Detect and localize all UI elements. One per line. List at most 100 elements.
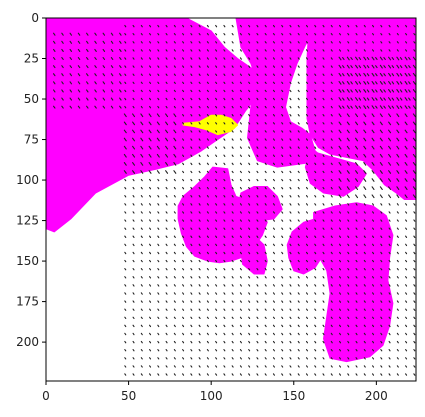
vector-arrow-597 [297, 154, 300, 157]
vector-arrow-1703 [358, 81, 362, 85]
vector-arrow-181 [132, 65, 135, 68]
vector-arrow-495 [346, 129, 350, 134]
vector-arrow-459 [346, 121, 350, 126]
vector-arrow-573 [396, 145, 400, 150]
vector-arrow-535 [379, 137, 383, 142]
vector-arrow-194 [239, 65, 242, 68]
vector-arrow-615 [148, 162, 152, 166]
vector-arrow-1717 [399, 89, 403, 93]
vector-arrow-1687 [375, 65, 378, 69]
vector-arrow-1682 [408, 56, 411, 61]
vector-arrow-345 [297, 97, 300, 101]
vector-arrow-1468 [355, 349, 358, 352]
vector-arrow-1480 [157, 357, 160, 360]
vector-arrow-152 [190, 57, 193, 60]
vector-arrow-750 [371, 186, 375, 190]
vector-arrow-1246 [305, 300, 309, 303]
vector-arrow-756 [124, 195, 127, 198]
vector-arrow-1352 [289, 324, 292, 328]
vector-arrow-1291 [380, 308, 383, 311]
vector-arrow-367 [182, 105, 185, 109]
vector-arrow-926 [338, 227, 342, 230]
vector-arrow-304 [256, 89, 259, 93]
vector-arrow-387 [346, 105, 350, 109]
vector-arrow-1174 [305, 284, 309, 287]
vector-arrow-137 [363, 49, 366, 52]
vector-arrow-1186 [405, 284, 408, 287]
vector-arrow-1449 [198, 349, 201, 352]
vector-arrow-729 [198, 186, 201, 190]
vector-arrow-700 [256, 178, 259, 182]
vector-arrow-857 [363, 211, 366, 214]
vector-arrow-1733 [383, 105, 386, 109]
vector-arrow-799 [182, 203, 185, 206]
vector-arrow-884 [289, 219, 292, 222]
vector-arrow-392 [388, 105, 392, 109]
vector-arrow-1588 [86, 32, 89, 36]
vector-arrow-1045 [132, 259, 135, 263]
vector-arrow-1537 [330, 365, 333, 368]
vector-arrow-174 [371, 56, 375, 61]
vector-arrow-542 [140, 145, 144, 150]
vector-arrow-595 [281, 154, 284, 157]
vector-arrow-931 [380, 227, 383, 230]
vector-arrow-255 [149, 81, 152, 85]
vector-arrow-318 [371, 89, 375, 93]
vector-arrow-1679 [383, 56, 386, 61]
vector-arrow-336 [223, 97, 226, 101]
vector-arrow-1193 [165, 292, 168, 295]
vector-arrow-1666 [61, 105, 64, 109]
vector-arrow-612 [123, 162, 127, 166]
vector-arrow-652 [156, 170, 160, 174]
vector-arrow-245 [363, 72, 367, 77]
vector-arrow-962 [338, 235, 342, 238]
vector-arrow-1469 [363, 349, 366, 352]
vector-arrow-1076 [388, 259, 391, 263]
vector-arrow-308 [289, 89, 292, 93]
vector-arrow-302 [239, 89, 242, 93]
vector-arrow-1531 [281, 365, 284, 368]
vector-arrow-453 [297, 122, 300, 125]
vector-arrow-1440 [124, 349, 127, 352]
vector-arrow-1451 [215, 349, 218, 352]
vector-arrow-1084 [157, 267, 160, 271]
vector-arrow-833 [165, 211, 168, 214]
vector-arrow-599 [314, 154, 317, 157]
vector-arrow-586 [206, 154, 209, 157]
vector-arrow-1546 [405, 365, 408, 368]
vector-arrow-942 [173, 235, 176, 238]
vector-arrow-413 [264, 114, 267, 117]
vector-arrow-1466 [338, 349, 342, 352]
vector-arrow-546 [173, 145, 177, 150]
vector-arrow-166 [305, 57, 309, 60]
vector-arrow-1360 [355, 324, 358, 328]
vector-arrow-616 [156, 162, 160, 166]
vector-arrow-1427 [314, 340, 317, 344]
vector-arrow-430 [404, 113, 408, 118]
vector-arrow-1098 [272, 267, 275, 271]
vector-arrow-1429 [330, 340, 333, 344]
vector-arrow-903 [149, 227, 152, 230]
vector-arrow-91 [281, 41, 284, 44]
vector-arrow-1169 [264, 284, 267, 287]
vector-arrow-360 [124, 105, 127, 109]
vector-arrow-1507 [380, 357, 383, 360]
vector-arrow-384 [322, 105, 325, 109]
vector-arrow-26 [338, 24, 342, 28]
vector-arrow-218 [140, 73, 143, 76]
vector-arrow-797 [165, 203, 168, 206]
vector-arrow-200 [289, 65, 292, 68]
vector-arrow-138 [372, 49, 375, 52]
vector-arrow-465 [396, 121, 400, 126]
vector-arrow-8 [190, 24, 193, 28]
vector-arrow-764 [190, 195, 193, 198]
vector-arrow-435 [148, 121, 152, 126]
vector-arrow-879 [248, 219, 251, 222]
y-tick-label-150: 150 [16, 254, 39, 268]
vector-arrow-440 [190, 122, 193, 125]
vector-arrow-211 [379, 64, 383, 69]
vector-arrow-576 [123, 153, 127, 158]
vector-arrow-501 [396, 129, 400, 134]
vector-arrow-1721 [358, 97, 362, 101]
vector-arrow-657 [198, 170, 201, 174]
